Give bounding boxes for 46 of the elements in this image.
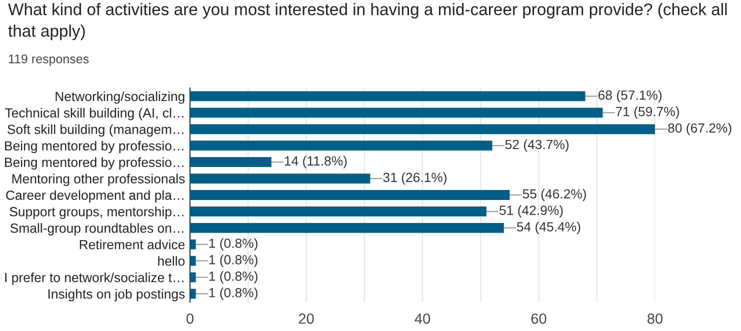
bar <box>190 91 586 102</box>
data-label: 14 (11.8%) <box>284 156 347 168</box>
data-label: 51 (42.9%) <box>500 205 563 218</box>
text: 119 responses <box>8 54 89 66</box>
bar <box>190 256 196 266</box>
bar <box>190 157 272 168</box>
bar <box>190 239 196 250</box>
y-tick-label: Insights on job postings <box>48 288 185 302</box>
data-label: 71 (59.7%) <box>616 106 679 119</box>
chart-title: What kind of activities are you most interested in having a mid-career program provide? (check all that apply) <box>8 3 727 40</box>
y-tick-label: Being mentored by professio… <box>5 157 184 170</box>
x-tick-label: 80 <box>648 313 663 324</box>
y-tick-label: Mentoring other professionals <box>12 174 185 186</box>
data-label: 80 (67.2%) <box>668 123 732 136</box>
bar <box>190 222 504 233</box>
data-label: 1 (0.8%) <box>209 271 258 284</box>
y-tick-label: Support groups, mentorship… <box>10 206 184 219</box>
y-tick-label: Retirement advice <box>80 240 185 250</box>
y-tick-label: Soft skill building (managem… <box>8 124 184 137</box>
data-label: 1 (0.8%) <box>209 238 258 251</box>
data-label: 68 (57.1%) <box>598 90 662 102</box>
bar <box>190 272 196 282</box>
data-label: 52 (43.7%) <box>505 139 569 152</box>
data-label: 55 (46.2%) <box>522 188 586 202</box>
bar <box>190 124 655 134</box>
x-tick-label: 60 <box>531 313 546 324</box>
y-tick-label: Technical skill building (AI, cl… <box>5 108 184 120</box>
bar <box>190 140 492 151</box>
y-tick-label: Networking/socializing <box>56 91 184 104</box>
x-tick-label: 0 <box>186 313 194 324</box>
x-tick-label: 20 <box>298 313 314 324</box>
y-tick-label: Small-group roundtables on… <box>10 223 184 236</box>
y-tick-label: I prefer to network/socialize t… <box>5 272 184 285</box>
y-tick-label: Career development and pla… <box>6 190 184 203</box>
bar <box>190 174 370 184</box>
data-label: 54 (45.4%) <box>516 222 580 234</box>
data-label: 1 (0.8%) <box>209 288 258 300</box>
bar <box>190 108 603 118</box>
bar <box>190 190 510 200</box>
bar <box>190 206 486 216</box>
y-tick-label: Being mentored by professio… <box>5 140 184 154</box>
x-tick-label: 40 <box>414 313 430 324</box>
data-label: 31 (26.1%) <box>383 172 446 185</box>
data-label: 1 (0.8%) <box>209 254 258 267</box>
y-tick-label: hello <box>158 256 185 266</box>
bar <box>190 288 196 299</box>
